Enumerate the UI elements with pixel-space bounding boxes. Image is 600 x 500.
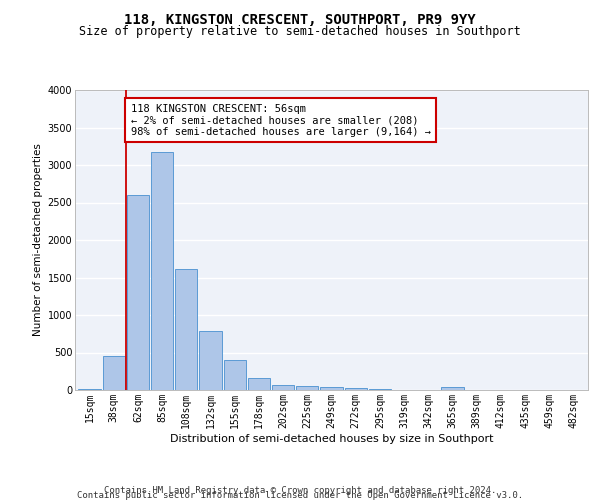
Bar xyxy=(79,388,101,390)
Bar xyxy=(151,152,173,390)
Bar xyxy=(369,388,391,390)
Bar xyxy=(127,195,149,390)
Text: Contains public sector information licensed under the Open Government Licence v3: Contains public sector information licen… xyxy=(77,491,523,500)
Bar xyxy=(199,331,221,390)
Bar xyxy=(442,388,464,390)
X-axis label: Distribution of semi-detached houses by size in Southport: Distribution of semi-detached houses by … xyxy=(170,434,493,444)
Bar xyxy=(272,385,294,390)
Bar xyxy=(320,386,343,390)
Text: 118, KINGSTON CRESCENT, SOUTHPORT, PR9 9YY: 118, KINGSTON CRESCENT, SOUTHPORT, PR9 9… xyxy=(124,12,476,26)
Bar xyxy=(224,360,246,390)
Bar xyxy=(103,356,125,390)
Text: Contains HM Land Registry data © Crown copyright and database right 2024.: Contains HM Land Registry data © Crown c… xyxy=(104,486,496,495)
Bar xyxy=(344,388,367,390)
Bar xyxy=(296,386,319,390)
Bar xyxy=(248,378,270,390)
Text: 118 KINGSTON CRESCENT: 56sqm
← 2% of semi-detached houses are smaller (208)
98% : 118 KINGSTON CRESCENT: 56sqm ← 2% of sem… xyxy=(131,104,431,136)
Text: Size of property relative to semi-detached houses in Southport: Size of property relative to semi-detach… xyxy=(79,25,521,38)
Bar xyxy=(175,268,197,390)
Y-axis label: Number of semi-detached properties: Number of semi-detached properties xyxy=(34,144,43,336)
